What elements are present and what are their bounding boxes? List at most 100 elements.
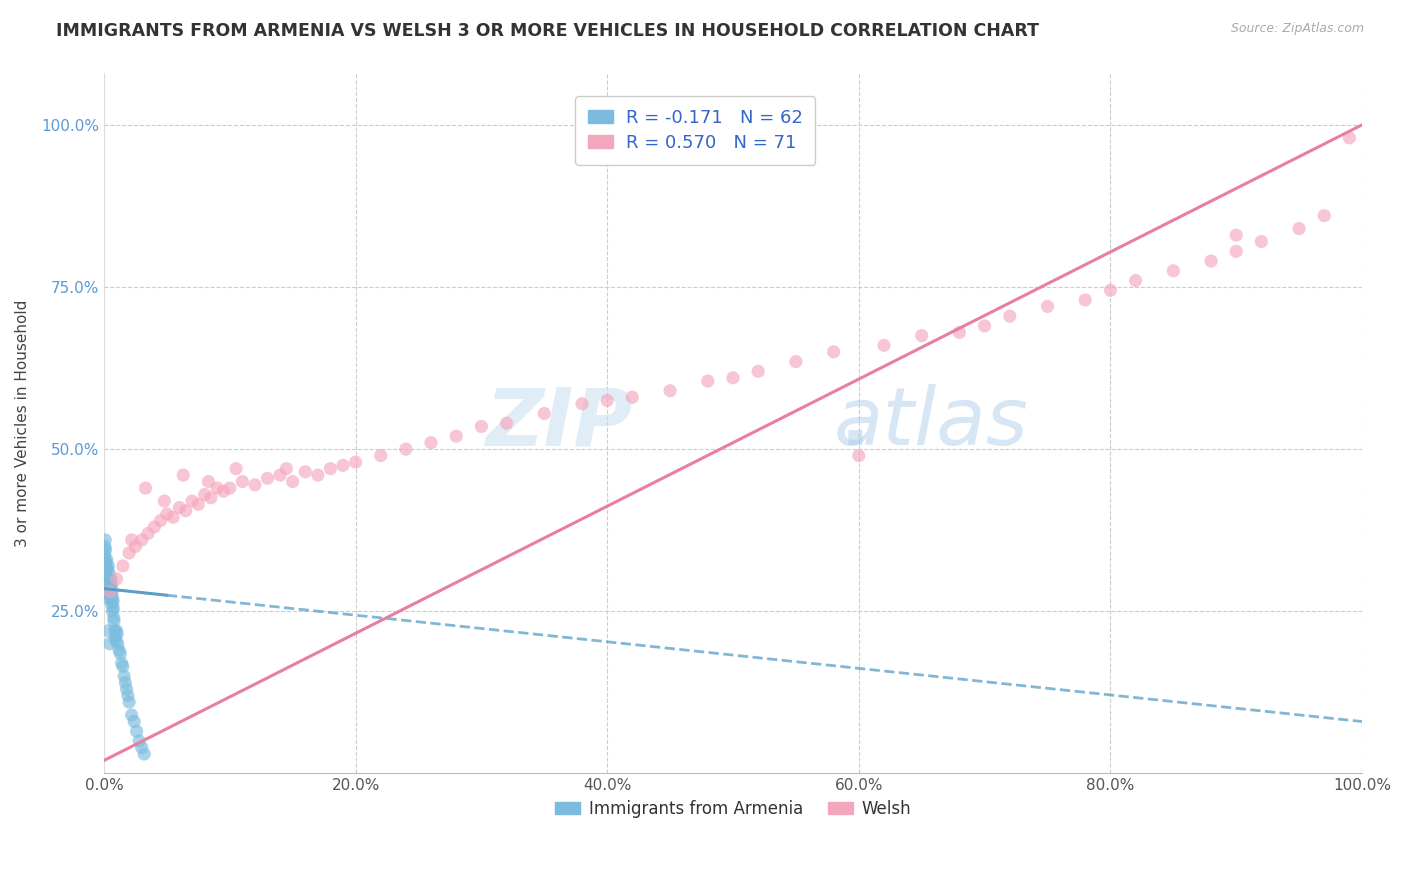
Point bbox=[420, 435, 443, 450]
Point bbox=[111, 558, 134, 573]
Point bbox=[169, 500, 191, 515]
Point bbox=[1161, 264, 1184, 278]
Point bbox=[212, 484, 235, 499]
Point bbox=[1099, 283, 1122, 297]
Text: IMMIGRANTS FROM ARMENIA VS WELSH 3 OR MORE VEHICLES IN HOUSEHOLD CORRELATION CHA: IMMIGRANTS FROM ARMENIA VS WELSH 3 OR MO… bbox=[56, 22, 1039, 40]
Point bbox=[94, 566, 117, 580]
Point bbox=[94, 552, 117, 566]
Point bbox=[319, 461, 342, 475]
Point bbox=[143, 520, 166, 534]
Point bbox=[344, 455, 367, 469]
Point bbox=[205, 481, 228, 495]
Point bbox=[134, 481, 156, 495]
Point bbox=[696, 374, 718, 388]
Point bbox=[98, 566, 121, 580]
Point bbox=[174, 504, 197, 518]
Point bbox=[108, 643, 131, 657]
Point bbox=[103, 611, 125, 625]
Point bbox=[107, 637, 129, 651]
Point bbox=[218, 481, 240, 495]
Point bbox=[470, 419, 492, 434]
Point bbox=[104, 630, 127, 644]
Point bbox=[96, 568, 118, 582]
Point bbox=[124, 540, 146, 554]
Point bbox=[96, 575, 118, 590]
Point bbox=[93, 546, 115, 560]
Point bbox=[149, 514, 172, 528]
Point bbox=[571, 397, 593, 411]
Point bbox=[256, 471, 278, 485]
Point bbox=[187, 497, 209, 511]
Point bbox=[94, 584, 117, 599]
Point bbox=[128, 734, 150, 748]
Text: .: . bbox=[839, 384, 870, 462]
Point bbox=[973, 318, 995, 333]
Point bbox=[96, 584, 118, 599]
Point bbox=[162, 510, 184, 524]
Point bbox=[495, 416, 517, 430]
Point bbox=[332, 458, 354, 473]
Point bbox=[153, 494, 176, 508]
Point bbox=[1199, 254, 1222, 268]
Point bbox=[136, 526, 159, 541]
Point bbox=[1339, 131, 1361, 145]
Point bbox=[121, 533, 143, 547]
Point bbox=[101, 591, 124, 606]
Point bbox=[97, 591, 120, 606]
Legend: Immigrants from Armenia, Welsh: Immigrants from Armenia, Welsh bbox=[548, 793, 918, 824]
Text: atlas: atlas bbox=[834, 384, 1028, 462]
Text: ZIP: ZIP bbox=[485, 384, 633, 462]
Point bbox=[103, 614, 125, 628]
Point bbox=[848, 449, 870, 463]
Point bbox=[98, 572, 121, 586]
Point bbox=[98, 584, 121, 599]
Y-axis label: 3 or more Vehicles in Household: 3 or more Vehicles in Household bbox=[15, 300, 30, 547]
Point bbox=[294, 465, 316, 479]
Point bbox=[307, 468, 329, 483]
Point bbox=[747, 364, 769, 378]
Point bbox=[101, 604, 124, 618]
Point bbox=[370, 449, 392, 463]
Point bbox=[200, 491, 222, 505]
Point bbox=[104, 624, 127, 638]
Point bbox=[911, 328, 934, 343]
Point bbox=[104, 633, 127, 648]
Point bbox=[659, 384, 682, 398]
Point bbox=[1225, 244, 1247, 259]
Point bbox=[96, 552, 118, 566]
Point bbox=[94, 556, 117, 570]
Point bbox=[105, 624, 128, 638]
Point bbox=[1313, 209, 1336, 223]
Point bbox=[194, 487, 217, 501]
Point bbox=[101, 594, 124, 608]
Point bbox=[276, 461, 298, 475]
Point bbox=[112, 669, 135, 683]
Point bbox=[785, 354, 807, 368]
Point bbox=[118, 695, 141, 709]
Point bbox=[1250, 235, 1272, 249]
Point bbox=[96, 558, 118, 573]
Point bbox=[118, 546, 141, 560]
Point bbox=[97, 578, 120, 592]
Point bbox=[1074, 293, 1097, 307]
Point bbox=[721, 371, 744, 385]
Point bbox=[197, 475, 219, 489]
Point bbox=[231, 475, 253, 489]
Point bbox=[823, 344, 845, 359]
Point bbox=[98, 588, 121, 602]
Point bbox=[181, 494, 204, 508]
Point bbox=[103, 601, 125, 615]
Point bbox=[243, 478, 266, 492]
Point bbox=[97, 572, 120, 586]
Point bbox=[98, 578, 121, 592]
Point bbox=[111, 659, 134, 673]
Point bbox=[115, 682, 138, 697]
Point bbox=[100, 572, 122, 586]
Point bbox=[96, 578, 118, 592]
Point bbox=[96, 562, 118, 576]
Point bbox=[269, 468, 291, 483]
Point bbox=[94, 575, 117, 590]
Point bbox=[948, 326, 970, 340]
Point bbox=[596, 393, 619, 408]
Point bbox=[122, 714, 145, 729]
